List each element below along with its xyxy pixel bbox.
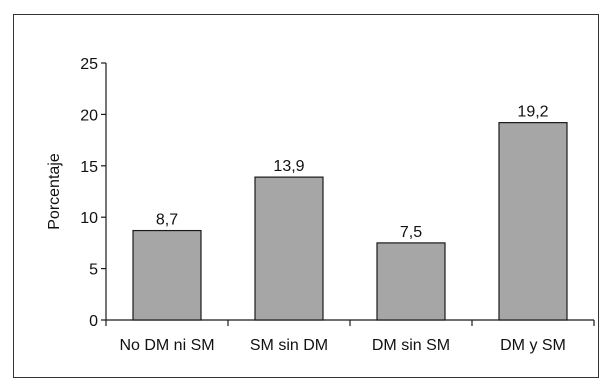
y-axis-label: Porcentaje bbox=[46, 153, 63, 230]
x-category-label: SM sin DM bbox=[250, 337, 328, 354]
x-category-label: DM sin SM bbox=[372, 337, 450, 354]
y-tick-label: 0 bbox=[89, 313, 98, 330]
bars bbox=[132, 122, 568, 321]
x-category-label: DM y SM bbox=[500, 337, 566, 354]
chart-frame: Porcentaje 0 5 10 15 20 25 8,7 No DM ni SM 13,9 S… bbox=[13, 14, 599, 378]
data-label: 7,5 bbox=[400, 224, 422, 241]
y-tick-label: 25 bbox=[80, 56, 98, 73]
y-tick-label: 10 bbox=[80, 210, 98, 227]
data-label: 8,7 bbox=[156, 212, 178, 229]
bar-chart: Porcentaje 0 5 10 15 20 25 8,7 No DM ni SM 13,9 S… bbox=[46, 56, 595, 354]
y-tick-label: 15 bbox=[80, 159, 98, 176]
x-category-label: No DM ni SM bbox=[119, 337, 214, 354]
y-tick-label: 20 bbox=[80, 107, 98, 124]
bar bbox=[498, 122, 568, 321]
y-tick-label: 5 bbox=[89, 262, 98, 279]
bar bbox=[254, 176, 324, 321]
labels: 0 5 10 15 20 25 8,7 No DM ni SM 13,9 SM sin DM 7,5… bbox=[80, 56, 566, 354]
bar bbox=[376, 242, 446, 321]
data-label: 13,9 bbox=[273, 158, 304, 175]
bar bbox=[132, 229, 202, 321]
data-label: 19,2 bbox=[517, 104, 548, 121]
